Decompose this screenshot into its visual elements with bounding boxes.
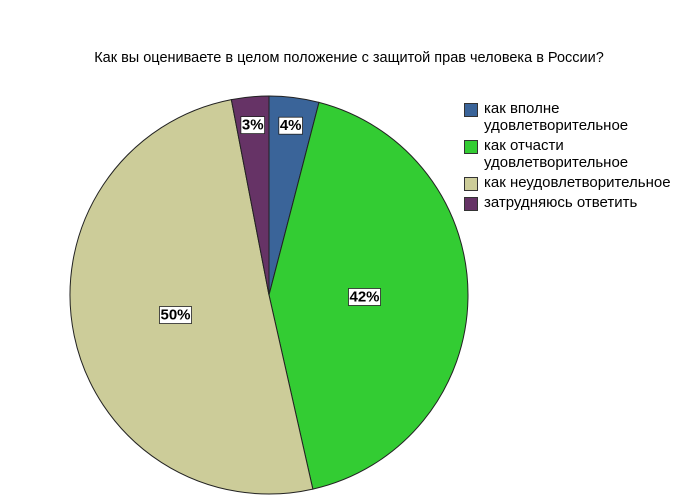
data-label-box: [159, 306, 192, 324]
legend-swatch: [464, 197, 478, 211]
legend-swatch: [464, 140, 478, 154]
legend-label: как отчасти удовлетворительное: [484, 137, 629, 171]
data-label: 50%: [159, 306, 192, 324]
data-label-box: [240, 116, 265, 135]
data-label: 42%: [348, 288, 381, 306]
data-label: 4%: [278, 116, 303, 135]
legend-item: как неудовлетворительное: [464, 174, 689, 191]
chart-title: Как вы оцениваете в целом положение с за…: [94, 50, 604, 66]
legend-item: как вполне удовлетворительное: [464, 100, 689, 134]
legend-item: затрудняюсь ответить: [464, 194, 689, 211]
data-label-text: 50%: [160, 307, 190, 324]
data-label-box: [278, 116, 303, 135]
legend-label: затрудняюсь ответить: [484, 194, 638, 211]
data-label-text: 42%: [349, 288, 379, 305]
legend: как вполне удовлетворительное как отчасти…: [464, 100, 689, 214]
pie-slice: [69, 99, 314, 495]
legend-swatch: [464, 177, 478, 191]
data-label-text: 4%: [280, 117, 302, 134]
legend-label: как неудовлетворительное: [484, 174, 671, 191]
data-label-text: 3%: [242, 117, 264, 134]
data-label-box: [348, 288, 381, 306]
data-label: 3%: [240, 116, 265, 135]
legend-item: как отчасти удовлетворительное: [464, 137, 689, 171]
legend-swatch: [464, 103, 478, 117]
legend-label: как вполне удовлетворительное: [484, 100, 629, 134]
pie-slice: [230, 95, 270, 296]
